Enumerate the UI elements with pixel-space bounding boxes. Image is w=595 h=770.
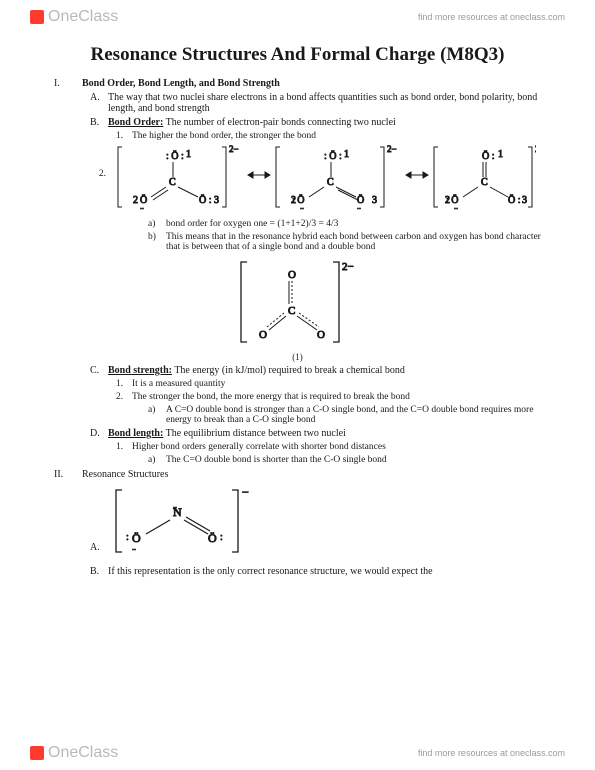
item-D: D. Bond length: The equilibrium distance… — [90, 428, 541, 439]
logo: OneClass — [30, 8, 118, 26]
svg-text:: Ö :: : Ö : — [324, 150, 342, 162]
svg-text:: Ö :: : Ö : — [166, 150, 184, 162]
svg-text:Ö :: Ö : — [199, 194, 212, 206]
svg-text:2−: 2− — [229, 144, 239, 154]
page-footer: OneClass find more resources at oneclass… — [0, 736, 595, 770]
header-link[interactable]: find more resources at oneclass.com — [418, 12, 565, 22]
item-D1a: a) The C=O double bond is shorter than t… — [148, 455, 541, 465]
svg-text:N: N — [173, 505, 182, 519]
svg-text:Ö: Ö — [208, 531, 217, 545]
svg-text:..: .. — [454, 202, 458, 211]
item-A: A. The way that two nuclei share electro… — [90, 92, 541, 114]
svg-text:..: .. — [300, 202, 304, 211]
svg-text:Ö :: Ö : — [482, 150, 495, 162]
svg-text:2−: 2− — [342, 261, 354, 273]
figure-no2: − .. N Ö:.. Ö: — [108, 482, 258, 563]
figure-carbonate-resonance: 2− : Ö :1 C 2 Ö.. Ö :3 — [116, 141, 536, 216]
svg-text:2: 2 — [133, 195, 138, 206]
svg-text:C: C — [327, 177, 334, 188]
term-bond-length: Bond length: — [108, 428, 163, 439]
svg-text:O: O — [259, 329, 267, 341]
svg-text:..: .. — [140, 202, 144, 211]
svg-text:..: .. — [132, 543, 136, 552]
item-B: B. Bond Order: The number of electron-pa… — [90, 117, 541, 128]
item-C2: 2. The stronger the bond, the more energ… — [116, 392, 541, 402]
item-D1: 1. Higher bond orders generally correlat… — [116, 442, 541, 452]
svg-text:C: C — [288, 305, 295, 317]
svg-text:−: − — [242, 485, 249, 499]
item-A-text: The way that two nuclei share electrons … — [108, 92, 541, 114]
page-header: OneClass find more resources at oneclass… — [0, 0, 595, 34]
figure-resonance-row: 2. 2− : Ö :1 C 2 Ö.. Ö :3 — [54, 141, 541, 216]
svg-text:C: C — [481, 177, 488, 188]
svg-text::: : — [220, 532, 223, 543]
svg-text:..: .. — [357, 202, 361, 211]
svg-text:1: 1 — [344, 149, 349, 160]
footer-logo-icon — [30, 746, 44, 760]
section-title: Bond Order, Bond Length, and Bond Streng… — [82, 78, 280, 89]
figure-label-1: (1) — [54, 352, 541, 362]
svg-text:2−: 2− — [387, 144, 397, 154]
svg-text:O: O — [317, 329, 325, 341]
term-bond-order: Bond Order: — [108, 117, 163, 128]
item-B1: 1. The higher the bond order, the strong… — [116, 131, 541, 141]
item-2B: B. If this representation is the only co… — [90, 566, 541, 577]
svg-text:Ö :: Ö : — [508, 194, 521, 206]
logo-text-one: One — [48, 8, 78, 26]
svg-text:2−: 2− — [535, 144, 536, 154]
svg-text:C: C — [169, 177, 176, 188]
logo-icon — [30, 10, 44, 24]
svg-text:1: 1 — [498, 149, 503, 160]
document-content: Resonance Structures And Formal Charge (… — [0, 34, 595, 577]
logo-text-class: Class — [78, 8, 118, 26]
footer-link[interactable]: find more resources at oneclass.com — [418, 748, 565, 758]
item-C: C. Bond strength: The energy (in kJ/mol)… — [90, 365, 541, 376]
figure-hybrid: 2− O C O O — [54, 256, 541, 350]
def-bond-order: The number of electron-pair bonds connec… — [163, 117, 396, 128]
term-bond-strength: Bond strength: — [108, 365, 172, 376]
item-B2a: a) bond order for oxygen one = (1+1+2)/3… — [148, 219, 541, 229]
figure-no2-row: A. − .. N Ö:.. Ö: — [90, 482, 541, 563]
item-C2a: a) A C=O double bond is stronger than a … — [148, 405, 541, 425]
page-title: Resonance Structures And Formal Charge (… — [54, 44, 541, 66]
section-num: I. — [54, 78, 82, 89]
item-B2b: b) This means that in the resonance hybr… — [148, 232, 541, 252]
svg-text:3: 3 — [214, 195, 219, 206]
svg-text:3: 3 — [372, 195, 377, 206]
footer-logo: OneClass — [30, 744, 118, 762]
svg-text::: : — [126, 532, 129, 543]
section-2: II. Resonance Structures — [54, 469, 541, 480]
section-1: I. Bond Order, Bond Length, and Bond Str… — [54, 78, 541, 89]
svg-text:1: 1 — [186, 149, 191, 160]
item-C1: 1. It is a measured quantity — [116, 379, 541, 389]
svg-text:O: O — [288, 269, 296, 281]
svg-text:3: 3 — [522, 195, 527, 206]
